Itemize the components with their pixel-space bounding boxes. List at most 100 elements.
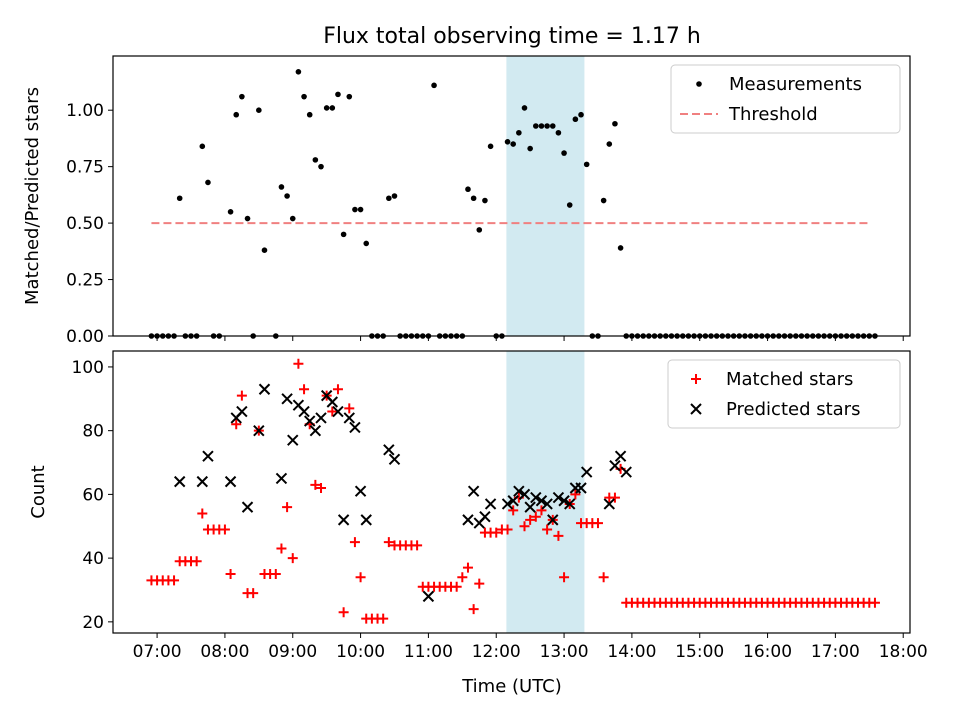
measurement-point: [227, 209, 234, 215]
measurement-point: [431, 82, 437, 89]
y-tick-label-2: 60: [82, 485, 104, 505]
predicted-star-point: [484, 498, 497, 510]
measurement-point: [239, 93, 245, 100]
matched-star-point: [270, 569, 281, 580]
y-tick-label-0: 20: [82, 613, 104, 633]
matched-star-point: [412, 540, 423, 551]
x-tick-label-4: 11:00: [404, 642, 453, 662]
predicted-star-point: [383, 444, 395, 456]
x-tick-label-3: 10:00: [336, 642, 385, 662]
matched-star-point: [451, 581, 462, 592]
matched-star-point: [609, 492, 620, 503]
measurement-point: [340, 231, 347, 238]
measurement-point: [544, 123, 550, 129]
measurement-point: [352, 206, 358, 213]
matched-star-point: [592, 518, 603, 529]
chart-title: Flux total observing time = 1.17 h: [323, 24, 701, 49]
predicted-star-point: [422, 590, 435, 603]
matched-star-point: [327, 406, 338, 417]
predicted-star-point: [507, 495, 519, 507]
measurement-point: [357, 206, 364, 213]
matched-star-point: [508, 505, 519, 516]
measurement-point: [566, 202, 573, 208]
x-tick-label-11: 18:00: [879, 642, 928, 662]
measurement-point: [323, 105, 330, 111]
measurement-point: [476, 227, 483, 233]
predicted-star-point: [620, 466, 632, 478]
measurement-point: [386, 195, 392, 202]
bottom-panel-frame: [112, 350, 911, 634]
predicted-star-point: [467, 485, 480, 497]
predicted-star-point: [202, 450, 214, 462]
x-tick-label-9: 16:00: [743, 642, 792, 662]
measurement-point: [176, 195, 183, 202]
predicted-star-point: [326, 396, 339, 408]
matched-star-point: [525, 514, 536, 525]
legend-box: [667, 359, 901, 429]
predicted-star-point: [530, 491, 542, 504]
measurement-point: [561, 150, 567, 156]
predicted-star-point: [603, 498, 615, 510]
measurement-point: [527, 145, 533, 152]
matched-star-point: [553, 530, 564, 541]
matched-star-point: [349, 537, 360, 548]
measurement-point: [199, 143, 206, 150]
predicted-star-point: [580, 466, 593, 478]
measurement-point: [244, 215, 251, 222]
predicted-star-point: [564, 498, 576, 510]
measurement-point: [482, 197, 488, 204]
measurement-point: [335, 91, 341, 98]
measurement-point: [504, 139, 511, 145]
predicted-star-point: [349, 421, 361, 434]
predicted-star-point: [275, 472, 288, 485]
y-tick-label-4: 1.00: [66, 101, 104, 121]
x-tick-label-0: 07:00: [133, 642, 182, 662]
predicted-star-point: [614, 450, 627, 462]
matched-star-point: [316, 483, 327, 494]
matched-star-point: [236, 390, 247, 401]
measurement-point: [510, 141, 516, 147]
predicted-star-point: [354, 485, 367, 497]
predicted-star-point: [224, 475, 237, 488]
measurement-point: [578, 111, 584, 118]
measurement-point: [363, 240, 370, 247]
matched-star-point: [332, 384, 343, 395]
matched-star-point: [287, 553, 298, 564]
matched-star-point: [530, 511, 541, 522]
measurement-point: [278, 184, 285, 190]
measurement-point: [487, 143, 494, 150]
matched-star-point: [197, 508, 208, 519]
legend-label-1: Threshold: [728, 104, 818, 125]
matched-star-point: [191, 556, 202, 567]
top-ylabel: Matched/Predicted stars: [22, 87, 43, 305]
measurement-point: [583, 161, 590, 168]
legend-predicted-swatch: [690, 403, 702, 415]
predicted-star-point: [173, 475, 186, 488]
predicted-star-point: [524, 501, 536, 513]
measurement-point: [465, 186, 471, 193]
measurement-point: [521, 105, 528, 111]
matched-star-point: [542, 524, 553, 535]
x-tick-label-2: 09:00: [268, 642, 317, 662]
measurement-point: [301, 93, 307, 100]
legend-label-0: Matched stars: [726, 369, 853, 390]
predicted-star-point: [303, 415, 316, 427]
x-tick-label-5: 12:00: [472, 642, 521, 662]
bottom-legend: Matched stars Predicted stars: [667, 359, 901, 429]
measurement-point: [516, 129, 522, 136]
predicted-star-point: [309, 424, 322, 437]
predicted-star-point: [236, 405, 248, 418]
measurement-point: [533, 123, 539, 129]
predicted-star-point: [298, 405, 310, 418]
predicted-star-point: [558, 495, 570, 507]
top-panel-span: [506, 56, 585, 336]
legend-label-0: Measurements: [729, 74, 862, 95]
measurement-point: [233, 111, 240, 118]
matched-star-point: [383, 537, 394, 548]
bottom-panel: 07:00 08:00 09:00 10:00 11:00 12:00 13:00 14:00…: [28, 350, 928, 697]
x-tick-label-7: 14:00: [607, 642, 656, 662]
predicted-star-point: [479, 510, 491, 523]
matched-star-point: [276, 543, 287, 554]
x-tick-label-6: 13:00: [540, 642, 589, 662]
